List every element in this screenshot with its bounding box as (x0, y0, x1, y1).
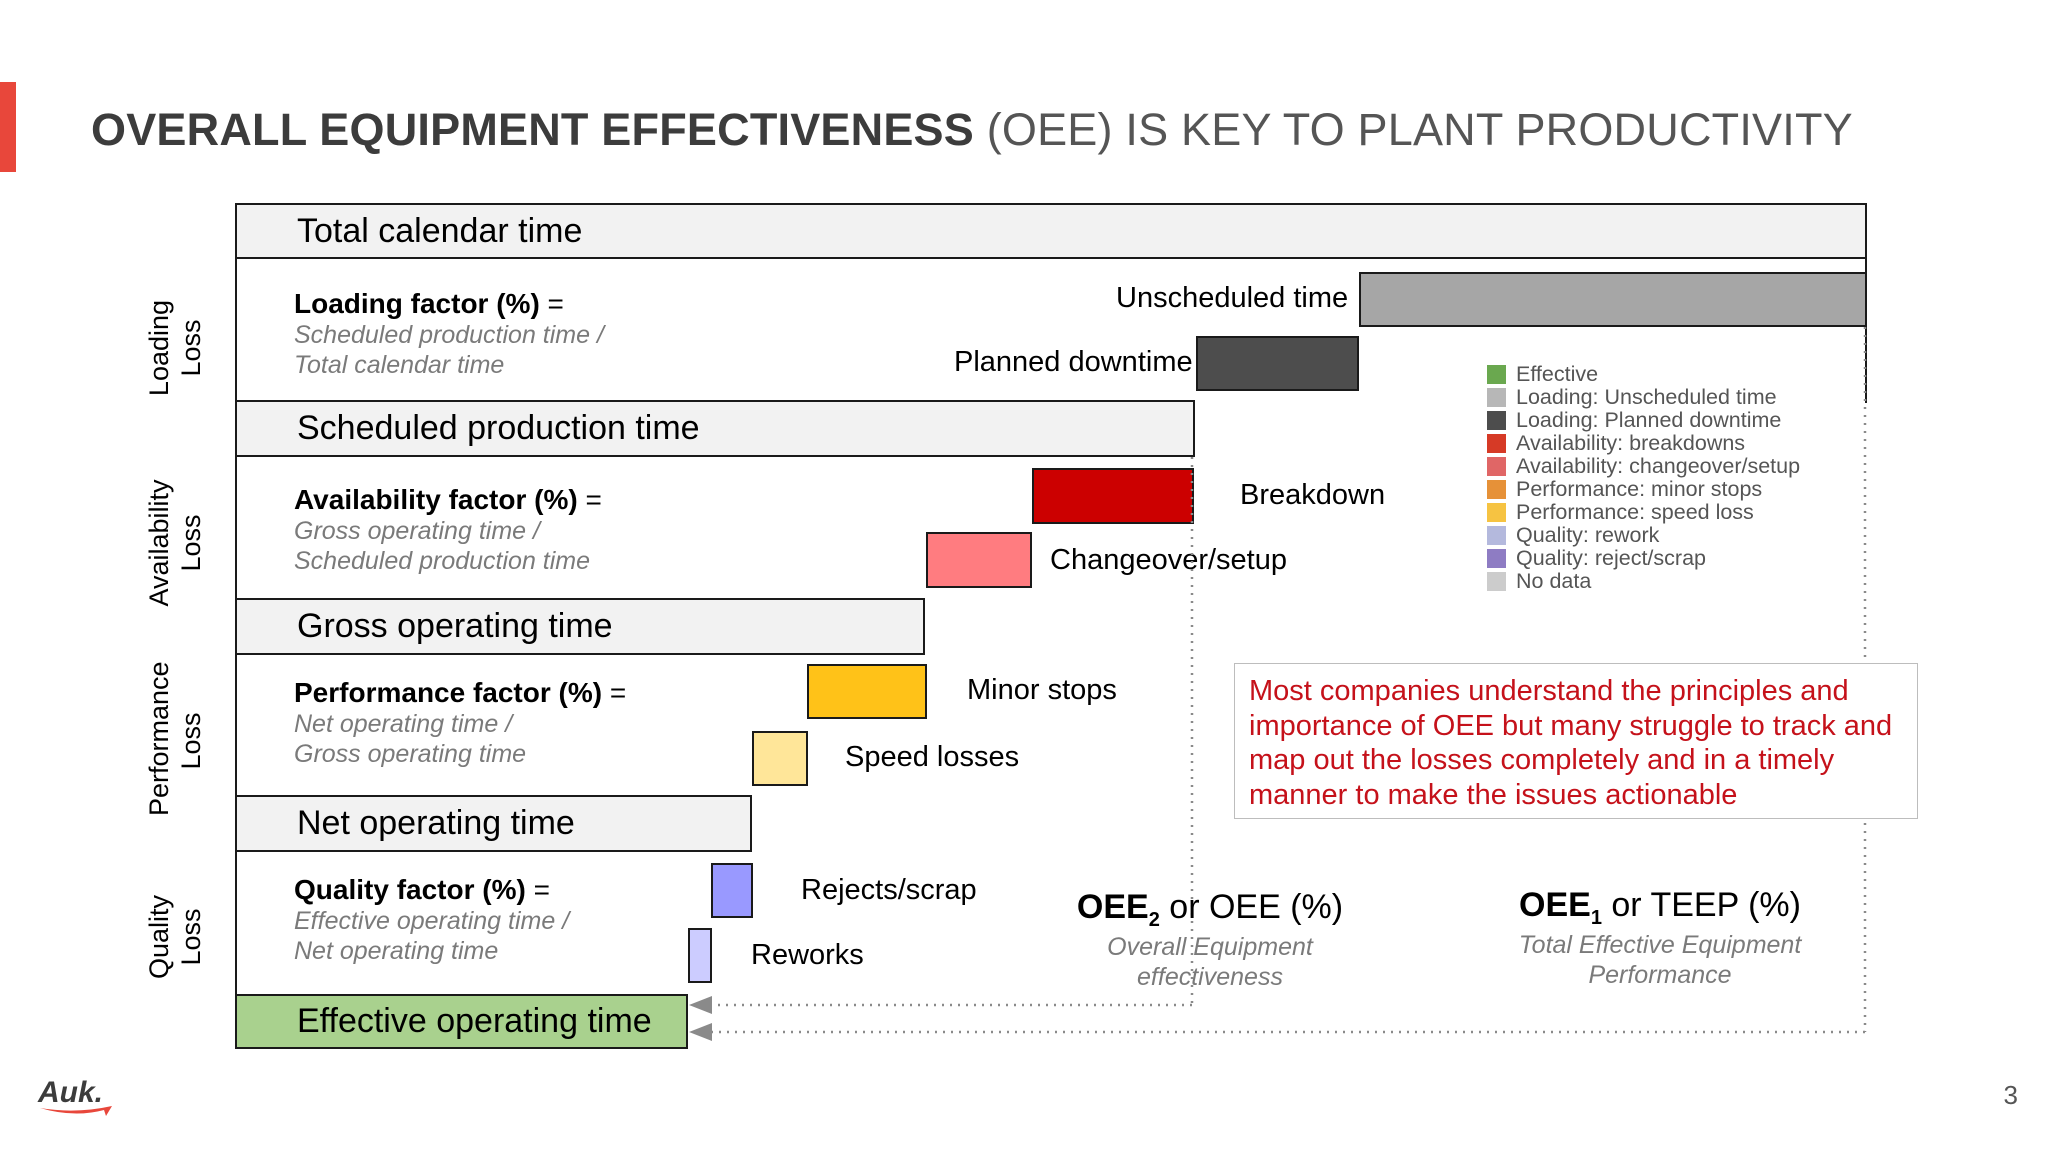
minor-stops-block (807, 664, 927, 719)
legend-item-speed-loss: Performance: speed loss (1487, 501, 1800, 524)
breakdown-label: Breakdown (1240, 479, 1386, 511)
availability-section-frame (235, 403, 1195, 599)
legend: Effective Loading: Unscheduled time Load… (1487, 363, 1800, 593)
legend-swatch (1487, 411, 1506, 430)
speed-losses-label: Speed losses (845, 741, 1020, 773)
legend-item-planned-downtime: Loading: Planned downtime (1487, 409, 1800, 432)
performance-factor: Performance factor (%) = Net operating t… (294, 677, 627, 768)
planned-downtime-block (1196, 336, 1359, 391)
legend-item-rework: Quality: rework (1487, 524, 1800, 547)
oee2-title: OEE2 or OEE (%) (1076, 888, 1344, 931)
page-number: 3 (2003, 1080, 2018, 1110)
legend-swatch (1487, 503, 1506, 522)
legend-swatch (1487, 480, 1506, 499)
scheduled-production-time-bar: Scheduled production time (235, 400, 1195, 457)
unscheduled-time-block (1359, 272, 1867, 327)
legend-item-minor-stops: Performance: minor stops (1487, 478, 1800, 501)
loading-factor: Loading factor (%) = Scheduled productio… (294, 288, 604, 379)
rejects-scrap-block (711, 863, 753, 918)
gross-operating-time-bar: Gross operating time (235, 598, 925, 655)
quality-factor: Quality factor (%) = Effective operating… (294, 874, 570, 965)
availability-factor: Availability factor (%) = Gross operatin… (294, 484, 602, 575)
title-light: (OEE) IS KEY TO PLANT PRODUCTIVITY (986, 104, 1853, 155)
changeover-label: Changeover/setup (1050, 544, 1287, 576)
legend-swatch (1487, 549, 1506, 568)
performance-section-frame (235, 599, 925, 796)
speed-losses-block (752, 731, 808, 786)
page-title: OVERALL EQUIPMENT EFFECTIVENESS (OEE) IS… (91, 104, 1853, 156)
minor-stops-label: Minor stops (967, 674, 1117, 706)
oee1-arrow-head (689, 1023, 712, 1041)
accent-bar (0, 82, 16, 172)
legend-swatch (1487, 572, 1506, 591)
legend-swatch (1487, 388, 1506, 407)
callout-box: Most companies understand the principles… (1234, 663, 1918, 819)
legend-item-reject-scrap: Quality: reject/scrap (1487, 547, 1800, 570)
net-operating-time-bar: Net operating time (235, 795, 752, 852)
oee2-arrow-head (689, 996, 712, 1014)
legend-swatch (1487, 434, 1506, 453)
planned-downtime-label: Planned downtime (954, 346, 1193, 378)
legend-item-changeover: Availability: changeover/setup (1487, 455, 1800, 478)
total-calendar-time-bar: Total calendar time (235, 203, 1867, 259)
oee1-block: OEE1 or TEEP (%) Total Effective Equipme… (1490, 886, 1830, 990)
changeover-block (926, 532, 1032, 588)
oee2-block: OEE2 or OEE (%) Overall Equipment effect… (1040, 888, 1380, 992)
svg-text:Auk.: Auk. (37, 1076, 103, 1109)
legend-item-no-data: No data (1487, 570, 1800, 593)
legend-swatch (1487, 526, 1506, 545)
quality-section-frame (235, 796, 752, 996)
breakdown-block (1032, 468, 1194, 524)
effective-operating-time-bar: Effective operating time (235, 994, 688, 1049)
title-bold: OVERALL EQUIPMENT EFFECTIVENESS (91, 104, 974, 155)
reworks-label: Reworks (751, 939, 864, 971)
legend-swatch (1487, 457, 1506, 476)
legend-item-effective: Effective (1487, 363, 1800, 386)
rejects-scrap-label: Rejects/scrap (801, 874, 977, 906)
reworks-block (688, 928, 712, 983)
oee1-title: OEE1 or TEEP (%) (1519, 886, 1801, 929)
legend-item-unscheduled: Loading: Unscheduled time (1487, 386, 1800, 409)
legend-item-breakdowns: Availability: breakdowns (1487, 432, 1800, 455)
legend-swatch (1487, 365, 1506, 384)
unscheduled-time-label: Unscheduled time (1116, 282, 1349, 314)
auk-logo: Auk. (36, 1070, 126, 1125)
